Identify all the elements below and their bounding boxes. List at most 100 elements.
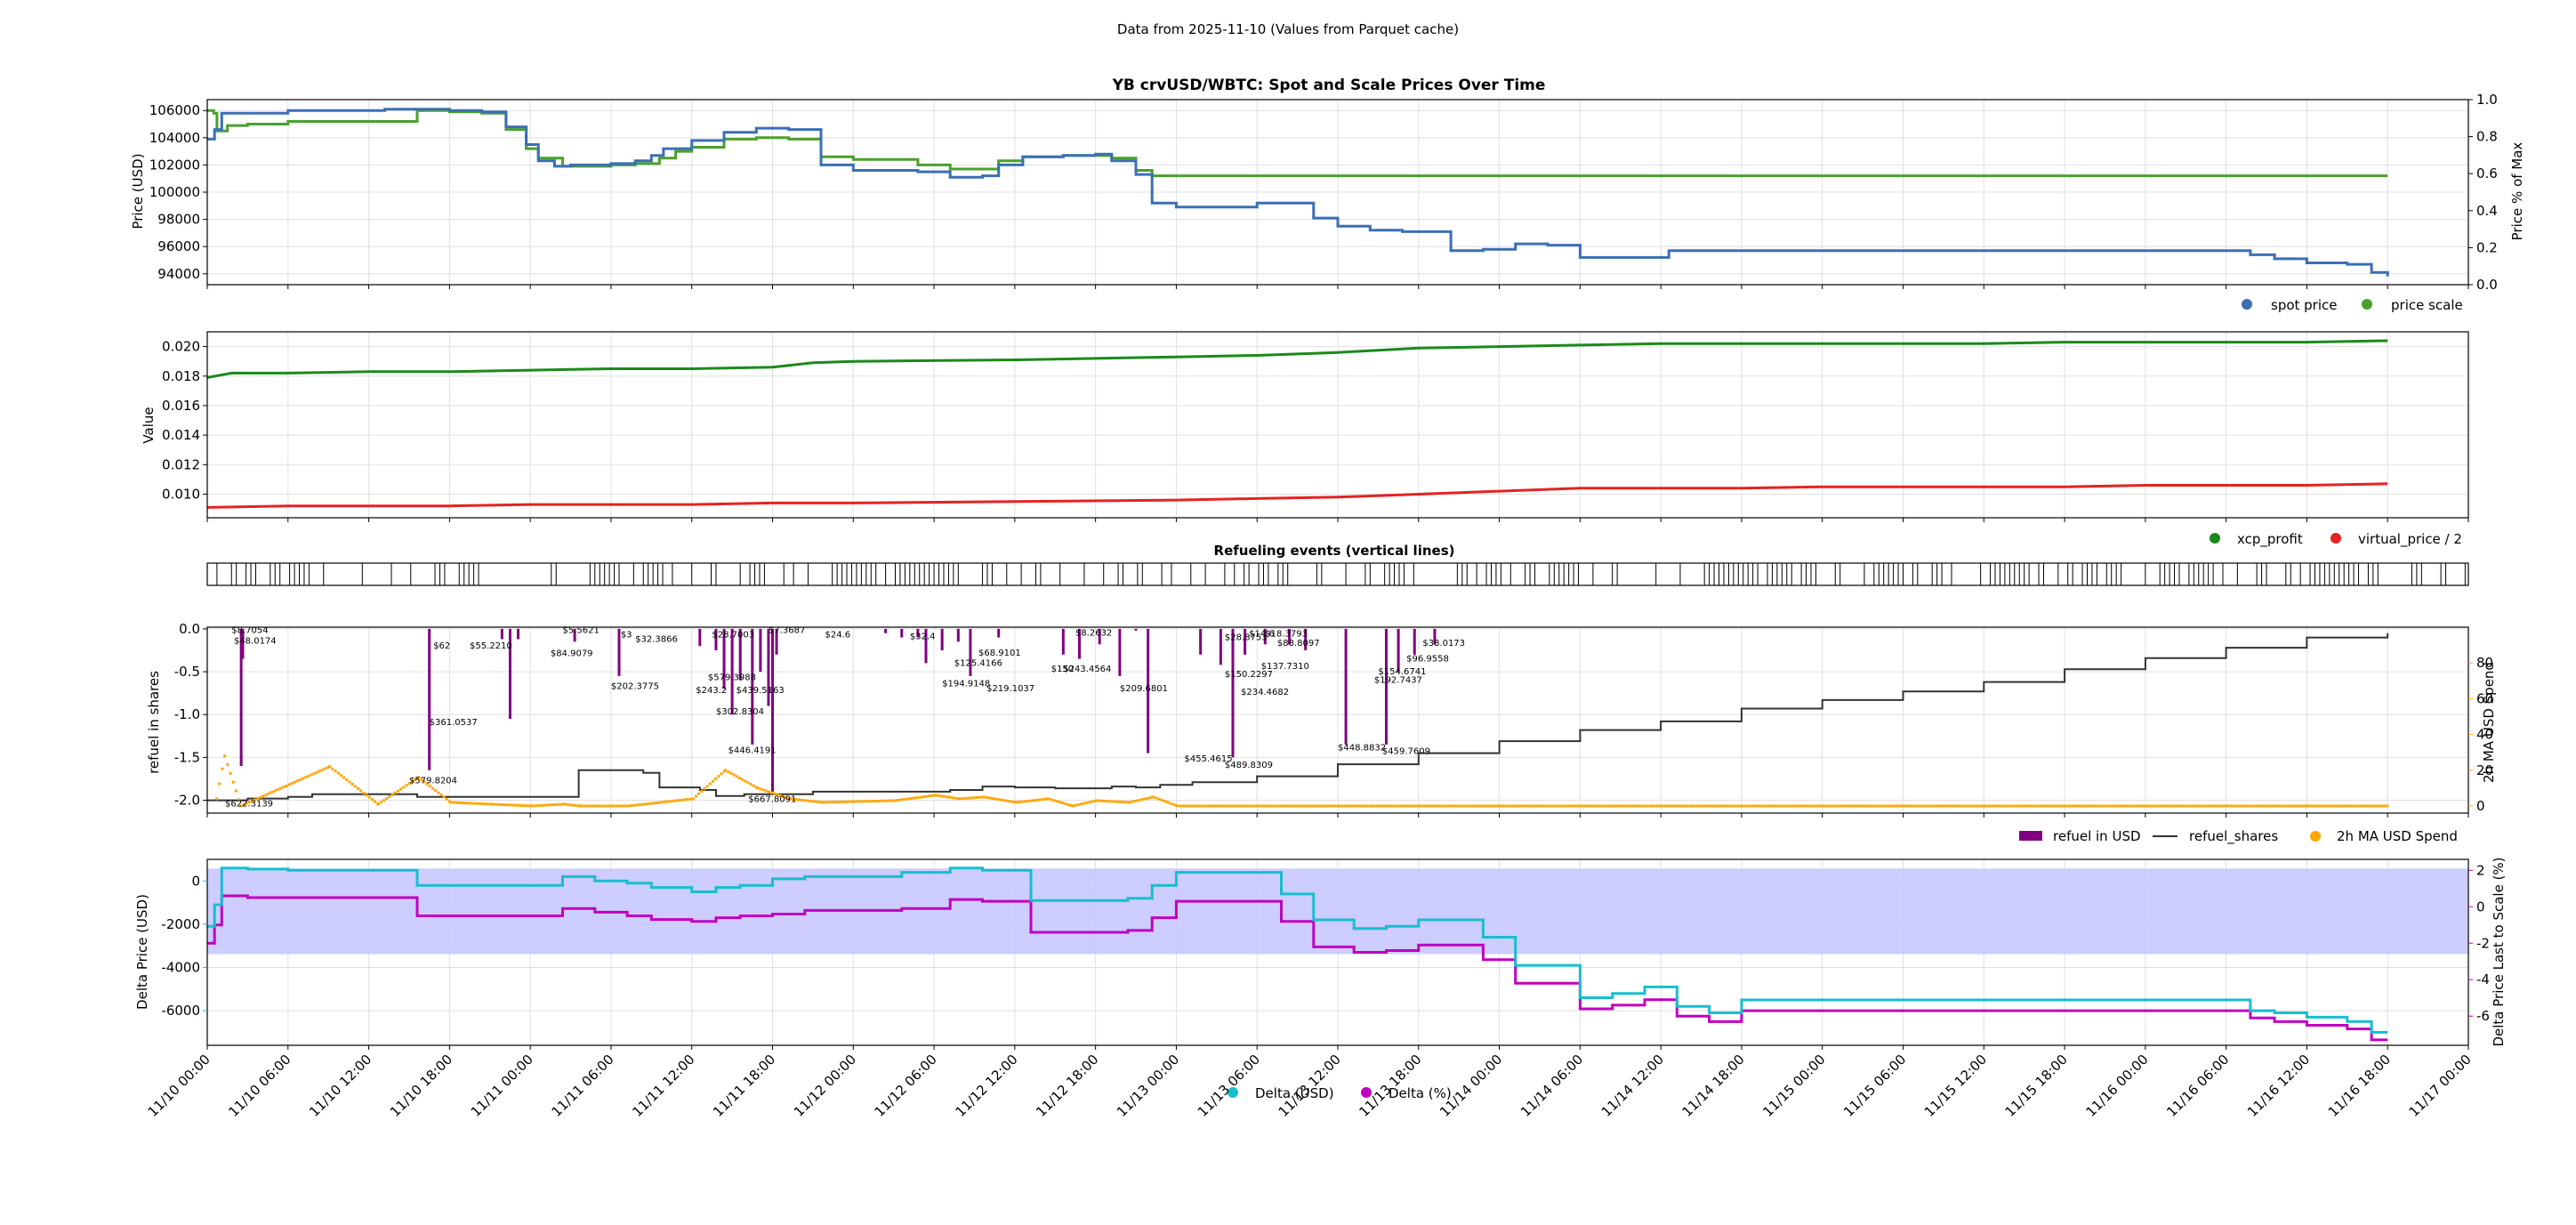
refuel-annotation: $154.6741	[1378, 667, 1426, 677]
x-tick-label: 11/12 12:00	[952, 1052, 1020, 1120]
refuel-bar	[900, 628, 904, 638]
refuel-annotation: $579.8204	[409, 776, 457, 786]
refuel-bar	[1231, 628, 1235, 758]
refuel-annotation: $18.3793	[1265, 630, 1308, 640]
refuel-annotation: $5.5621	[562, 626, 599, 636]
refuel-series	[207, 628, 2389, 808]
x-tick-label: 11/10 12:00	[306, 1052, 374, 1120]
refuel-annotation: $7.3687	[769, 626, 805, 636]
x-tick-label: 11/11 00:00	[468, 1052, 536, 1120]
x-tick-label: 11/15 00:00	[1759, 1052, 1828, 1120]
refuel-annotation: $68.9101	[978, 649, 1021, 658]
refuel-bar	[940, 628, 944, 651]
refuel-annotation: $150.2297	[1225, 670, 1273, 680]
refuel-bar	[1134, 628, 1138, 631]
y-tick-label-right: 40	[2476, 727, 2493, 743]
x-tick-label: 11/12 00:00	[791, 1052, 859, 1120]
y-tick-label: 104000	[149, 130, 200, 146]
y-tick-label: -0.5	[174, 664, 200, 680]
refuel-bar	[714, 628, 718, 651]
panel-price: YB crvUSD/WBTC: Spot and Scale Prices Ov…	[130, 77, 2525, 313]
refuel-bar	[1433, 628, 1437, 645]
refuel-annotation: $88.8097	[1277, 639, 1320, 649]
refuel-annotation: $448.8832	[1338, 744, 1386, 754]
delta-axes: -6000 -4000 -2000 0 -6 -4 -2 0 2	[161, 858, 2490, 1046]
x-tick-label: 11/10 06:00	[225, 1052, 294, 1120]
y-tick-label: 94000	[157, 266, 200, 282]
delta-legend: Delta (USD) Delta (%)	[1228, 1085, 1452, 1101]
refuel-bar	[722, 628, 726, 689]
y-tick-label: 0.010	[162, 486, 200, 502]
axes-frame	[206, 626, 2469, 814]
refuel-bar	[1199, 628, 1203, 655]
refuel-annotation: $667.8091	[748, 794, 796, 804]
event-lines	[216, 563, 2466, 585]
refuel-bar	[1413, 628, 1416, 655]
refuel-bar	[1061, 628, 1065, 655]
refuel-bar	[997, 628, 1001, 638]
y-tick-label-right: 0.0	[2476, 277, 2498, 293]
refuel-annotation: $3	[621, 631, 632, 641]
y-tick-label-right: 1.0	[2476, 92, 2498, 108]
refuel-shares-line	[207, 633, 2389, 802]
x-tick-labels: 11/10 00:00 11/10 06:00 11/10 12:00 11/10 1…	[145, 1052, 2475, 1120]
price-axes: 94000 96000 98000 100000 102000 104000 106000 0…	[149, 92, 2498, 293]
y-tick-label-right: 20	[2476, 762, 2493, 778]
refuel-legend: refuel in USD refuel_shares 2h MA USD Sp…	[2019, 828, 2458, 845]
refuel-bar	[239, 628, 243, 767]
refuel-axes: -2.0 -1.5 -1.0 -0.5 0.0 0 20 40 60 80	[174, 621, 2493, 814]
refuel-annotation: $24.6	[825, 631, 851, 641]
refuel-annotation: $243.4564	[1063, 665, 1111, 674]
y-tick-label: 0.020	[162, 339, 200, 355]
events-title: Refueling events (vertical lines)	[1214, 543, 1455, 559]
x-tick-label: 11/10 00:00	[145, 1052, 213, 1120]
y-tick-label: 98000	[157, 212, 200, 228]
refuel-bar	[1384, 628, 1388, 745]
x-tick-label: 11/11 06:00	[549, 1052, 617, 1120]
refuel-annotation: $209.6801	[1120, 684, 1168, 694]
y-tick-label-right: 0.6	[2476, 165, 2498, 181]
refuel-annotation: $219.1037	[986, 684, 1034, 694]
y-tick-label: 96000	[157, 238, 200, 254]
refuel-annotation: $125.4166	[954, 658, 1002, 668]
refuel-annotation: $459.7609	[1382, 747, 1430, 757]
x-tick-label: 11/15 12:00	[1921, 1052, 1990, 1120]
refuel-bar	[738, 628, 742, 681]
refuel-bar	[767, 628, 770, 706]
legend-label-refuel-usd: refuel in USD	[2053, 828, 2141, 844]
refuel-bar	[1219, 628, 1222, 665]
delta-pct-line	[207, 894, 2388, 1042]
refuel-annotation: $622.3139	[225, 799, 273, 809]
x-tick-label: 11/13 06:00	[1195, 1052, 1263, 1120]
refuel-annotation: $137.7310	[1261, 662, 1309, 672]
refuel-annotation: $62	[433, 641, 450, 651]
axes-frame	[206, 562, 2469, 586]
y-tick-label-right: 80	[2476, 655, 2493, 671]
panel-refuel: $8.7054$48.0174 $622.3139 $579.8204 $62 $55.…	[146, 621, 2497, 845]
refuel-annotation: $28.8753	[1225, 633, 1268, 642]
price-grid	[206, 100, 2469, 289]
refuel-annotation: $84.9079	[551, 649, 593, 659]
x-tick-label: 11/16 18:00	[2325, 1052, 2394, 1120]
y-tick-label-right: -6	[2476, 1008, 2490, 1024]
x-tick-label: 11/16 12:00	[2244, 1052, 2313, 1120]
y-tick-label: -2.0	[174, 793, 200, 809]
delta-ylabel-right: Delta Price Last to Scale (%)	[2491, 857, 2507, 1046]
legend-marker-ma	[2310, 831, 2321, 842]
x-tick-label: 11/13 00:00	[1114, 1052, 1182, 1120]
legend-marker-delta-pct	[1361, 1087, 1372, 1098]
refuel-bar	[730, 628, 734, 715]
refuel-bar	[775, 628, 778, 655]
legend-label-scale: price scale	[2391, 297, 2463, 313]
legend-label-delta-usd: Delta (USD)	[1255, 1085, 1334, 1101]
y-tick-label: 0.016	[162, 398, 200, 414]
refuel-bar	[759, 628, 762, 673]
refuel-grid	[206, 627, 2469, 818]
value-grid	[206, 332, 2469, 522]
refuel-bar	[1397, 628, 1400, 673]
price-scale-line	[207, 109, 2388, 178]
refuel-annotation: $455.4615	[1185, 754, 1233, 764]
legend-marker-scale	[2362, 299, 2372, 310]
y-tick-label-right: 0	[2476, 899, 2485, 915]
y-tick-label-right: -4	[2476, 971, 2490, 987]
